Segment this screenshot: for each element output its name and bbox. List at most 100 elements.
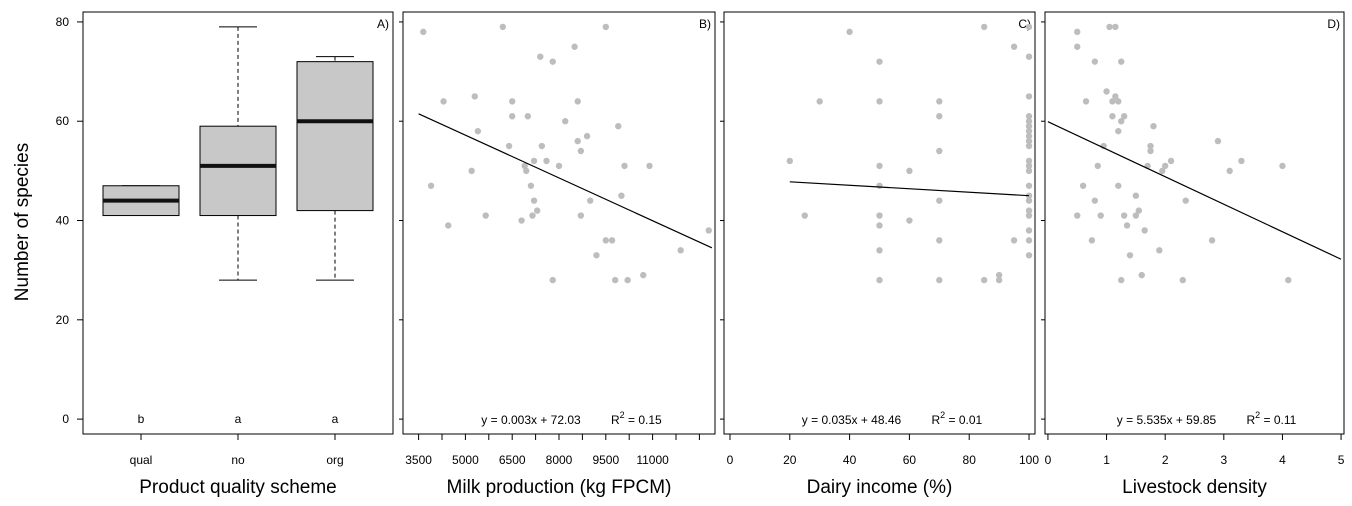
x-tick-label: qual [130, 453, 153, 467]
data-point [549, 58, 556, 65]
data-point [549, 276, 556, 284]
regression-line [1047, 121, 1342, 260]
data-point [876, 247, 883, 254]
group-letter: b [138, 412, 145, 426]
data-point [1115, 182, 1122, 189]
data-point [474, 127, 482, 135]
r-squared-value: = 0.11 [1260, 413, 1296, 427]
data-point [624, 276, 631, 284]
data-point [445, 222, 452, 229]
data-point [583, 132, 591, 140]
x-tick-label: 5000 [452, 453, 479, 467]
r-squared: R2 = 0.15 [611, 410, 662, 427]
data-point [1025, 237, 1033, 244]
data-point [1132, 212, 1140, 219]
data-point [530, 157, 538, 165]
data-point [980, 276, 988, 284]
y-tick-label: 80 [56, 15, 70, 29]
r-squared-symbol: R [1247, 413, 1256, 427]
regression-equation: y = 0.035x + 48.46 [802, 413, 902, 427]
data-point [537, 53, 544, 60]
data-point [1025, 167, 1033, 175]
data-point [615, 122, 622, 130]
data-point [677, 247, 684, 254]
x-tick-label: 3 [1220, 453, 1227, 467]
y-tick-label: 0 [62, 412, 69, 426]
group-letter: a [332, 412, 339, 426]
data-point [1074, 28, 1081, 36]
data-point [995, 271, 1003, 279]
data-point [571, 43, 578, 50]
data-point [1138, 271, 1145, 279]
x-tick-label: 1 [1103, 453, 1110, 467]
data-point [1147, 147, 1154, 155]
x-tick-label: 2 [1162, 453, 1169, 467]
data-point [980, 23, 988, 31]
data-point [1150, 122, 1157, 130]
data-point [482, 212, 489, 219]
x-axis-label: Milk production (kg FPCM) [447, 477, 672, 498]
data-point [816, 98, 823, 105]
data-point [1025, 162, 1033, 170]
y-axis: 0 20 40 60 80 [56, 15, 83, 426]
data-point [876, 182, 883, 189]
data-point [1025, 122, 1033, 130]
panel-b: B) Milk production (kg FPCM) 3500 5000 6500 8… [399, 11, 716, 498]
data-point [936, 237, 943, 244]
x-tick-label: 80 [963, 453, 977, 467]
r-squared-value: = 0.01 [945, 413, 982, 427]
x-axis-label: Product quality scheme [139, 477, 337, 498]
data-point [1025, 212, 1033, 219]
data-point [1025, 142, 1033, 150]
regression-equation: y = 5.535x + 59.85 [1117, 413, 1217, 427]
y-tick-label: 20 [56, 313, 70, 327]
data-point [608, 237, 616, 244]
r-squared-exponent: 2 [1255, 410, 1260, 420]
x-tick-label: 6500 [499, 453, 526, 467]
data-point [1109, 98, 1116, 105]
data-point [530, 197, 538, 204]
data-point [1025, 132, 1033, 140]
data-point [1161, 162, 1169, 170]
data-point [646, 162, 653, 170]
data-point [876, 222, 883, 229]
data-point [521, 162, 528, 170]
data-point [574, 98, 581, 105]
data-point [538, 142, 546, 150]
data-point [1088, 237, 1096, 244]
data-point [468, 167, 475, 175]
panels: A) Product quality scheme qual b no a org a B) Mi… [82, 11, 1345, 498]
r-squared-symbol: R [932, 413, 941, 427]
data-point [1025, 252, 1033, 259]
panel-a: A) Product quality scheme qual b no a org a [82, 11, 394, 498]
panel-letter: A) [377, 17, 389, 31]
x-tick-label: 5 [1338, 453, 1345, 467]
data-point [1025, 23, 1033, 31]
data-point [1109, 113, 1116, 120]
data-point [1118, 276, 1125, 284]
x-tick-label: 4 [1279, 453, 1286, 467]
data-point [1285, 276, 1292, 284]
data-point [427, 182, 435, 189]
data-point [1159, 167, 1166, 175]
data-point [1112, 93, 1119, 100]
data-point [577, 147, 585, 155]
x-axis-label: Livestock density [1122, 477, 1267, 498]
data-point [1118, 58, 1125, 65]
data-point [906, 217, 913, 224]
data-point [1091, 58, 1099, 65]
y-axis-label: Number of species [12, 143, 33, 301]
data-point [876, 162, 883, 170]
data-point [801, 212, 808, 219]
data-point [471, 93, 478, 100]
data-point [529, 212, 536, 219]
x-tick-label: 8000 [546, 453, 573, 467]
data-point [1179, 276, 1186, 284]
data-point [640, 271, 647, 279]
box-qual [102, 185, 180, 217]
data-point [533, 207, 541, 214]
data-point [1132, 192, 1140, 199]
box-no [199, 26, 277, 281]
r-squared: R2 = 0.11 [1247, 410, 1297, 427]
data-point [1094, 162, 1101, 170]
